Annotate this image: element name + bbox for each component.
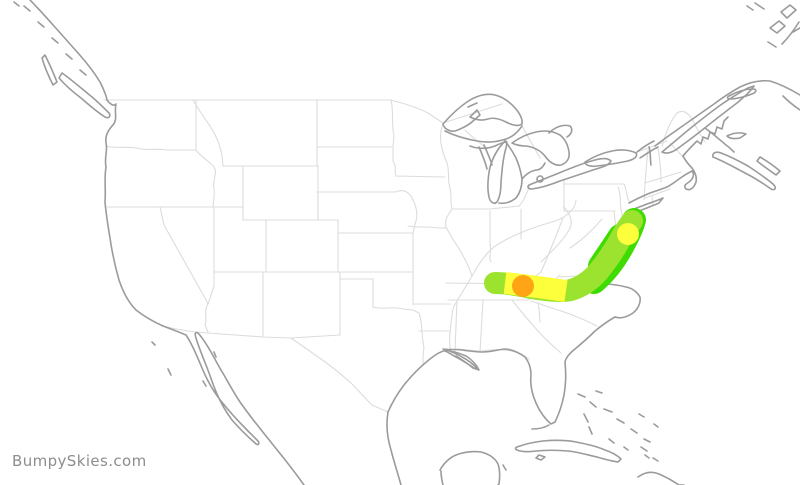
coastline-path xyxy=(584,149,638,168)
coastline-path xyxy=(442,316,616,425)
coastline-path xyxy=(636,140,659,159)
coastline-path xyxy=(511,130,570,166)
state-border-path xyxy=(339,278,374,308)
state-border-path xyxy=(489,186,530,210)
state-border-path xyxy=(644,171,682,184)
coastline-path xyxy=(29,0,108,101)
coastline-path xyxy=(41,54,58,86)
state-border-path xyxy=(661,110,706,147)
turbulence-markers-layer xyxy=(512,223,639,297)
coastline-path xyxy=(628,155,698,204)
coastline-path xyxy=(704,127,735,153)
state-border-path xyxy=(407,225,447,229)
state-border-path xyxy=(390,99,395,148)
coastline-path xyxy=(654,79,800,147)
state-border-path xyxy=(657,147,662,183)
coastline-path xyxy=(712,151,776,191)
coastline-path xyxy=(577,390,659,462)
coastline-path xyxy=(531,424,550,430)
coastline-path xyxy=(469,141,508,150)
state-border-path xyxy=(317,219,414,234)
state-border-path xyxy=(372,306,420,314)
state-border-path xyxy=(242,165,319,221)
coastline-path xyxy=(487,140,508,204)
coastline-path xyxy=(548,124,573,138)
state-borders-layer xyxy=(103,99,706,413)
coastline-path xyxy=(439,450,501,485)
coastline-path xyxy=(648,146,652,166)
state-border-path xyxy=(316,190,412,197)
coastline-path xyxy=(535,454,546,461)
watermark: BumpySkies.com xyxy=(12,452,147,470)
state-border-path xyxy=(454,299,458,353)
coastline-path xyxy=(442,93,523,132)
state-border-path xyxy=(204,303,209,333)
state-border-path xyxy=(195,149,216,208)
route-segment-light_moderate xyxy=(503,272,568,302)
state-border-path xyxy=(418,312,451,364)
turbulence-marker-light_moderate xyxy=(617,223,639,245)
state-border-path xyxy=(159,206,209,305)
coastline-path xyxy=(387,349,479,413)
state-border-path xyxy=(540,217,564,273)
coastline-path xyxy=(444,125,523,143)
state-border-path xyxy=(530,300,598,327)
coastline-path xyxy=(58,72,111,119)
coastline-path xyxy=(162,325,305,485)
state-border-path xyxy=(489,210,492,263)
coastline-path xyxy=(637,471,685,485)
coastline-path xyxy=(104,99,164,327)
coastline-path xyxy=(726,132,747,140)
state-border-path xyxy=(192,99,224,167)
coastline-path xyxy=(536,175,544,183)
state-border-path xyxy=(643,149,649,201)
state-border-path xyxy=(290,334,341,339)
state-border-path xyxy=(392,146,446,178)
coastline-path xyxy=(521,162,546,180)
coastline-path xyxy=(781,21,800,111)
coastline-path xyxy=(682,116,729,157)
coastline-path xyxy=(746,2,800,48)
coastline-path xyxy=(444,349,480,371)
state-border-path xyxy=(207,270,215,305)
coastline-path xyxy=(502,464,507,471)
coastline-path xyxy=(626,197,664,215)
state-border-path xyxy=(447,299,562,354)
state-border-path xyxy=(540,206,572,263)
state-border-path xyxy=(644,188,671,206)
state-border-path xyxy=(410,195,418,234)
state-border-path xyxy=(636,140,668,153)
coastline-path xyxy=(386,411,402,485)
state-border-path xyxy=(471,199,577,277)
coastline-path xyxy=(661,85,755,154)
state-border-path xyxy=(537,302,541,323)
coastline-path xyxy=(467,102,478,108)
state-border-path xyxy=(569,218,603,249)
coastline-path xyxy=(603,283,641,319)
coastline-path xyxy=(514,439,622,463)
coastline-path xyxy=(13,1,87,76)
coastline-path xyxy=(151,341,217,387)
state-border-path xyxy=(563,210,617,230)
coastline-layer xyxy=(13,0,800,485)
state-border-path xyxy=(103,99,541,159)
state-border-path xyxy=(439,123,473,353)
turbulence-marker-moderate xyxy=(512,275,534,297)
coastline-path xyxy=(756,156,781,176)
state-border-path xyxy=(105,145,197,151)
state-border-path xyxy=(479,299,484,353)
coastline-path xyxy=(726,88,757,100)
state-border-path xyxy=(563,183,630,202)
